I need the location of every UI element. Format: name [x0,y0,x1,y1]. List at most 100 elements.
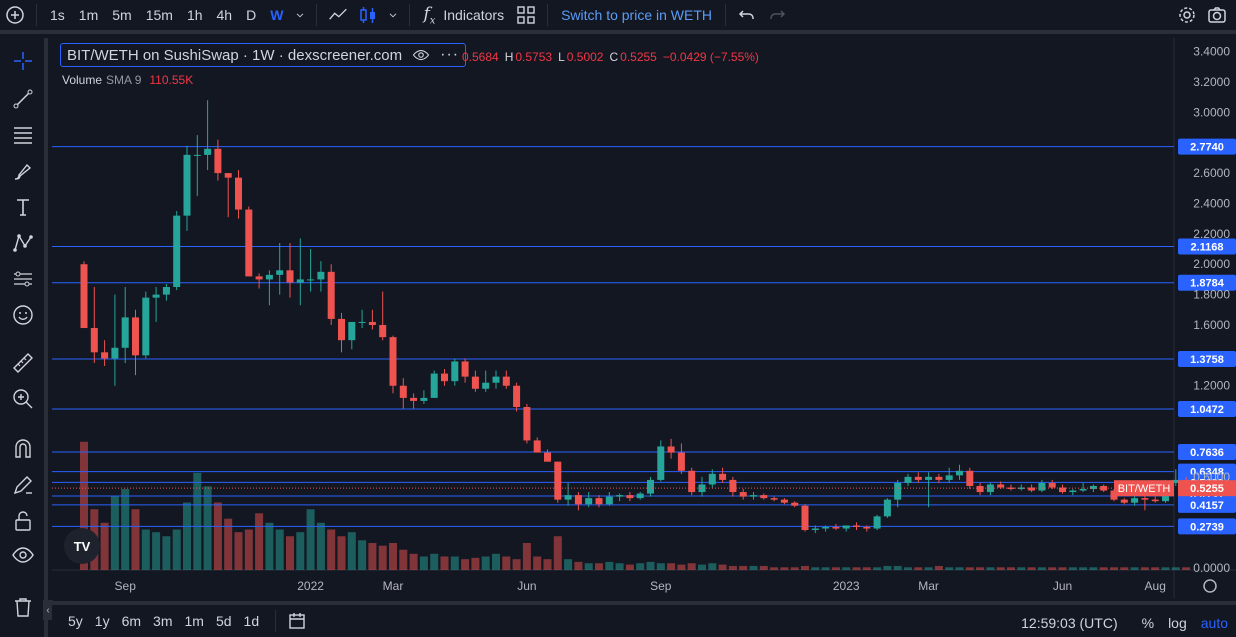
candle-body[interactable] [585,498,593,505]
range-5d[interactable]: 5d [215,613,232,629]
candle-body[interactable] [708,473,716,485]
prediction-icon[interactable] [8,264,38,294]
candle-body[interactable] [832,526,840,529]
date-range-icon[interactable] [282,606,312,636]
layouts-icon[interactable] [511,0,541,30]
candle-body[interactable] [1172,479,1180,483]
lock-icon[interactable] [8,506,38,536]
candle-body[interactable] [822,526,830,529]
candle-body[interactable] [605,496,613,505]
volume-legend[interactable]: Volume SMA 9 110.55K [62,73,193,87]
candle-body[interactable] [677,452,685,471]
candle-body[interactable] [379,324,387,338]
interval-w[interactable]: W [270,7,284,23]
candle-body[interactable] [152,294,160,298]
candle-body[interactable] [317,271,325,280]
trash-icon[interactable] [8,592,38,622]
crosshair-icon[interactable] [8,46,38,76]
candle-body[interactable] [883,499,891,517]
interval-1s[interactable]: 1s [50,7,65,23]
utc-clock[interactable]: 12:59:03 (UTC) [1021,615,1118,631]
candle-body[interactable] [1079,489,1087,491]
candle-body[interactable] [616,495,624,497]
candle-body[interactable] [193,154,201,156]
more-options-icon[interactable]: ··· [440,46,460,63]
candle-body[interactable] [338,318,345,341]
magnet-icon[interactable] [8,434,38,464]
settings-gear-icon[interactable] [1172,0,1202,30]
candle-body[interactable] [307,279,315,281]
collapse-sidebar-icon[interactable]: ‹ [43,600,53,620]
candle-body[interactable] [1141,498,1149,500]
trend-line-icon[interactable] [8,84,38,114]
candle-body[interactable] [1028,487,1036,491]
candle-body[interactable] [235,177,242,210]
redo-icon[interactable] [762,0,792,30]
range-3m[interactable]: 3m [153,613,173,629]
candle-body[interactable] [90,328,98,353]
candle-body[interactable] [791,502,799,506]
candle-body[interactable] [513,385,521,408]
candle-body[interactable] [132,317,139,356]
candle-body[interactable] [956,470,963,476]
candle-body[interactable] [441,373,448,382]
range-1d[interactable]: 1d [243,613,260,629]
candle-body[interactable] [636,493,644,499]
candle-body[interactable] [296,279,304,283]
candle-body[interactable] [842,525,850,529]
candles-chart-icon[interactable] [353,0,383,30]
candle-body[interactable] [410,397,418,401]
candle-body[interactable] [121,317,129,348]
candle-body[interactable] [647,479,654,494]
range-6m[interactable]: 6m [121,613,142,629]
candle-body[interactable] [873,516,881,529]
candle-body[interactable] [523,407,531,441]
candle-body[interactable] [173,215,181,288]
candle-body[interactable] [1120,499,1128,503]
candle-body[interactable] [945,475,953,480]
candle-body[interactable] [204,148,212,155]
candle-body[interactable] [554,461,562,500]
candle-body[interactable] [853,525,860,527]
candle-body[interactable] [719,473,727,480]
pattern-icon[interactable] [8,228,38,258]
candle-body[interactable] [564,495,572,500]
candle-body[interactable] [1038,482,1046,491]
candle-body[interactable] [1100,485,1108,491]
auto-scale-toggle[interactable]: auto [1200,615,1228,631]
eye-icon[interactable] [8,540,38,570]
percent-toggle[interactable]: % [1141,615,1155,631]
candle-body[interactable] [101,352,109,359]
candle-body[interactable] [801,505,809,531]
candle-body[interactable] [1059,487,1066,493]
interval-1m[interactable]: 1m [78,7,99,23]
log-toggle[interactable]: log [1168,615,1187,631]
switch-price-button[interactable]: Switch to price in WETH [561,7,713,23]
range-5y[interactable]: 5y [68,613,83,629]
candle-body[interactable] [214,148,222,174]
candle-body[interactable] [162,287,170,295]
candle-body[interactable] [348,321,356,341]
text-tool-icon[interactable] [8,192,38,222]
candle-body[interactable] [1007,487,1015,490]
candle-body[interactable] [750,495,757,497]
candle-body[interactable] [698,484,706,493]
candle-body[interactable] [492,376,500,383]
chevron-down-icon[interactable] [290,0,310,30]
candle-body[interactable] [914,476,922,480]
candle-body[interactable] [80,264,88,329]
candle-body[interactable] [986,484,994,493]
interval-1h[interactable]: 1h [186,7,203,23]
candle-body[interactable] [780,499,788,503]
candle-body[interactable] [935,476,943,480]
candle-body[interactable] [533,440,541,453]
tradingview-logo[interactable]: TV [64,528,100,564]
scale-settings-icon[interactable] [1203,579,1217,593]
candle-body[interactable] [966,470,974,486]
brush-icon[interactable] [8,156,38,186]
candle-body[interactable] [461,361,469,377]
candle-body[interactable] [358,321,366,323]
range-1y[interactable]: 1y [94,613,110,629]
candle-body[interactable] [544,452,551,462]
candle-body[interactable] [430,373,438,398]
